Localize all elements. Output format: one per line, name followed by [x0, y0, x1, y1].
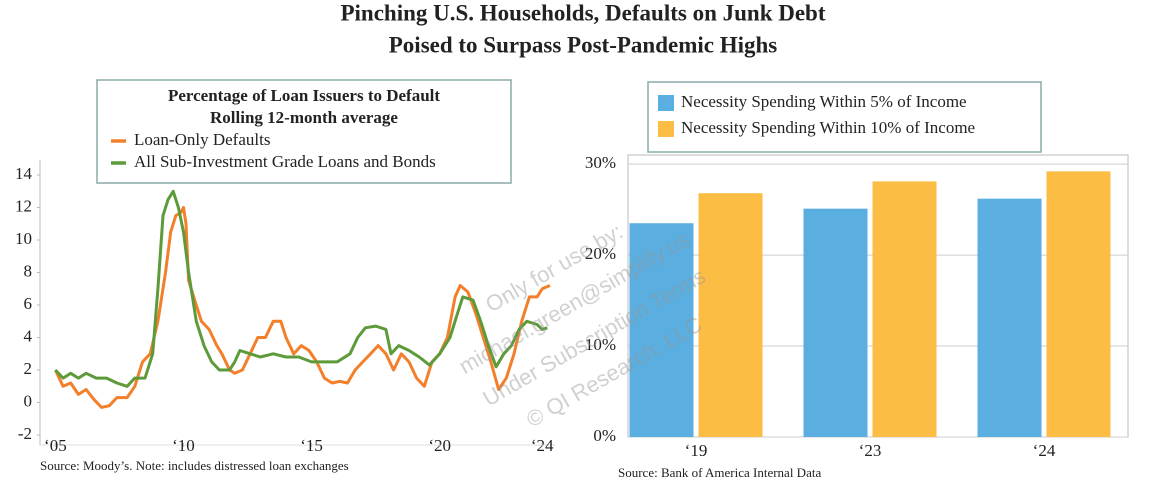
bar	[1046, 171, 1111, 437]
y-tick-label: 30%	[585, 153, 616, 172]
y-tick-label: 10	[15, 229, 32, 248]
chart-subtitle: Rolling 12-month average	[210, 108, 398, 127]
y-tick-label: 2	[24, 359, 33, 378]
legend-swatch	[658, 95, 674, 111]
y-tick-label: 14	[15, 164, 33, 183]
y-tick-label: 10%	[585, 335, 616, 354]
legend-swatch	[658, 121, 674, 137]
source-note: Source: Bank of America Internal Data	[618, 465, 821, 480]
main-title: Pinching U.S. Households, Defaults on Ju…	[340, 0, 825, 25]
main-title: Poised to Surpass Post-Pandemic Highs	[389, 32, 778, 57]
chart-title: Percentage of Loan Issuers to Default	[168, 86, 440, 105]
bar	[698, 193, 763, 437]
bar	[803, 208, 868, 437]
legend-label: Necessity Spending Within 5% of Income	[681, 92, 967, 111]
x-tick-label: ‘19	[685, 441, 708, 460]
y-tick-label: 0	[24, 391, 33, 410]
y-tick-label: 20%	[585, 244, 616, 263]
y-tick-label: 8	[24, 261, 33, 280]
x-tick-label: ‘23	[859, 441, 882, 460]
y-tick-label: 6	[24, 294, 33, 313]
legend-box	[647, 81, 1042, 153]
data-line	[54, 189, 548, 388]
legend-box	[96, 79, 512, 184]
bar	[629, 223, 694, 437]
x-tick-label: ‘24	[1033, 441, 1056, 460]
y-tick-label: 0%	[593, 426, 616, 445]
data-line	[54, 206, 551, 409]
y-tick-label: -2	[18, 424, 32, 443]
bar	[977, 198, 1042, 437]
y-tick-label: 12	[15, 196, 32, 215]
legend-label: Necessity Spending Within 10% of Income	[681, 118, 975, 137]
source-note: Source: Moody’s. Note: includes distress…	[40, 458, 349, 473]
bar	[872, 181, 937, 437]
y-tick-label: 4	[24, 326, 33, 345]
legend-label: All Sub-Investment Grade Loans and Bonds	[134, 152, 436, 171]
legend-label: Loan-Only Defaults	[134, 130, 270, 149]
